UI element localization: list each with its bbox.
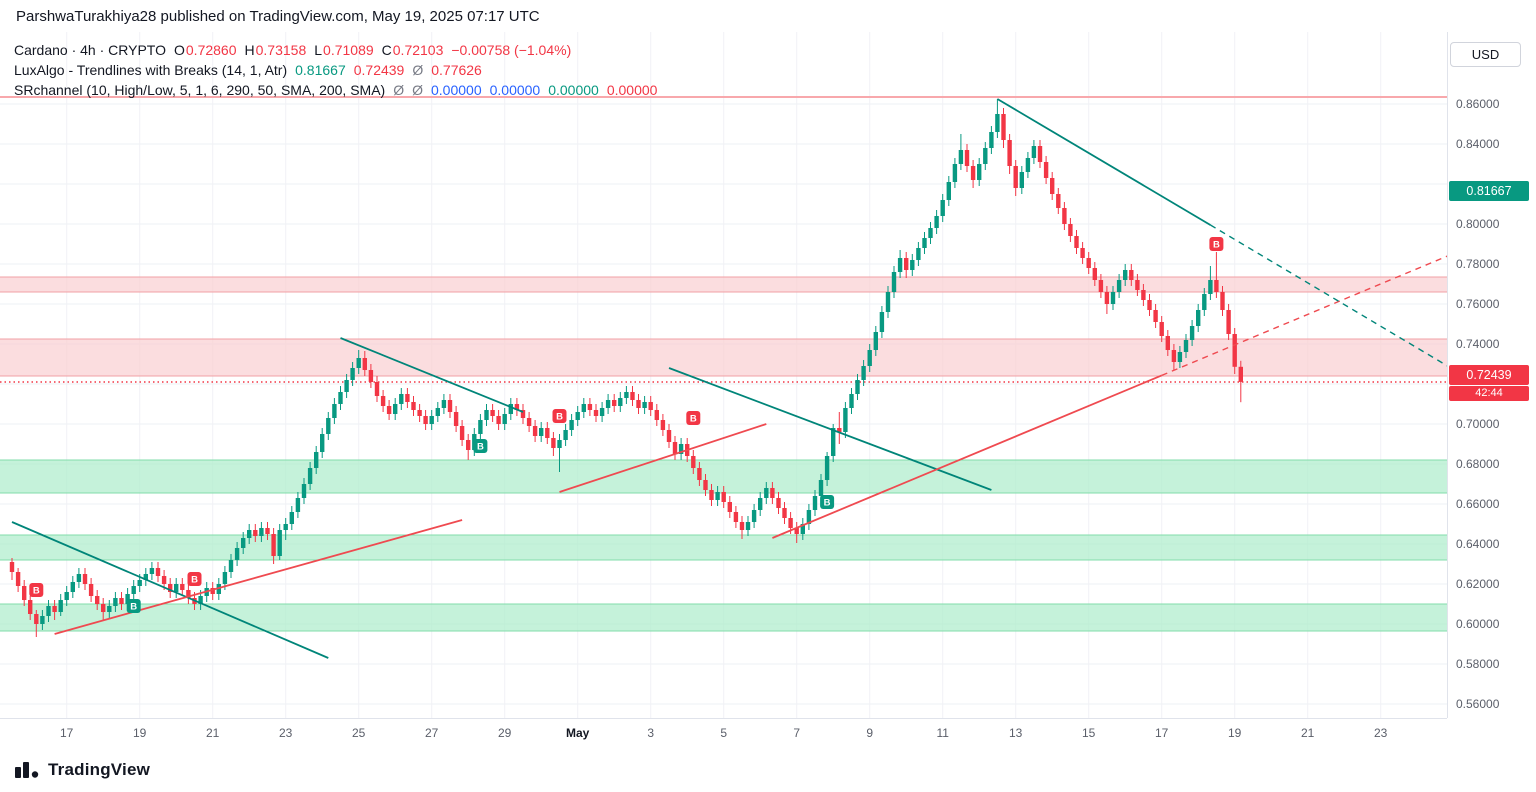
- publish-info-text: ParshwaTurakhiya28 published on TradingV…: [16, 7, 540, 25]
- footer: TradingView: [0, 748, 1536, 792]
- tradingview-logo-icon[interactable]: [15, 762, 39, 778]
- price-tick-label: 0.66000: [1456, 497, 1500, 511]
- break-label-b: [820, 495, 835, 509]
- legend-luxalgo-row: LuxAlgo - Trendlines with Breaks (14, 1,…: [14, 62, 657, 78]
- price-tick-label: 0.80000: [1456, 217, 1500, 231]
- break-label-b: [126, 599, 141, 613]
- open-value: O 0.72860: [174, 42, 237, 58]
- srchannel-value-5: 0.00000: [548, 82, 599, 98]
- time-tick-label: 19: [133, 726, 147, 740]
- time-tick-label: 25: [352, 726, 366, 740]
- time-tick-label: 21: [206, 726, 220, 740]
- publish-header: ParshwaTurakhiya28 published on TradingV…: [0, 0, 1536, 32]
- time-tick-label: 15: [1082, 726, 1096, 740]
- time-tick-label: 29: [498, 726, 512, 740]
- price-tick-label: 0.62000: [1456, 577, 1500, 591]
- break-label-b: [686, 411, 701, 425]
- legend-srchannel-row: SRchannel (10, High/Low, 5, 1, 6, 290, 5…: [14, 82, 657, 98]
- time-tick-label: 9: [866, 726, 874, 740]
- break-label-b: [1209, 237, 1224, 251]
- chart-plot[interactable]: B B B B B B B B: [0, 32, 1448, 718]
- time-tick-label: 17: [1155, 726, 1169, 740]
- svg-text:B: B: [690, 414, 697, 425]
- candles-layer: [9, 99, 1243, 637]
- time-tick-label: 3: [647, 726, 655, 740]
- upper-trendline-badge: 0.81667: [1449, 180, 1529, 201]
- luxalgo-avg-value: 0.77626: [431, 62, 482, 78]
- time-tick-label: 21: [1301, 726, 1315, 740]
- break-label-b: [552, 409, 567, 423]
- time-tick-label: 13: [1009, 726, 1023, 740]
- price-tick-label: 0.78000: [1456, 257, 1500, 271]
- last-price-badge: 0.72439: [1449, 365, 1529, 386]
- luxalgo-upper-value: 0.81667: [295, 62, 346, 78]
- symbol-title[interactable]: Cardano · 4h · CRYPTO: [14, 42, 166, 58]
- time-tick-label: 23: [279, 726, 293, 740]
- time-tick-label: 5: [720, 726, 728, 740]
- change-value: −0.00758 (−1.04%): [451, 42, 572, 58]
- close-value: C 0.72103: [381, 42, 444, 58]
- srchannel-value-4: 0.00000: [489, 82, 541, 98]
- price-tick-label: 0.58000: [1456, 657, 1500, 671]
- time-tick-label: 17: [60, 726, 74, 740]
- svg-text:B: B: [477, 442, 484, 453]
- svg-text:B: B: [191, 575, 198, 586]
- time-axis[interactable]: 17 19 21 23 25 27 29 May 3 5 7 9 11 13 15 17 19 21 23: [0, 718, 1447, 748]
- srchannel-value-6: 0.00000: [606, 82, 658, 98]
- svg-text:B: B: [130, 602, 137, 613]
- time-tick-label: 27: [425, 726, 439, 740]
- time-tick-label: May: [566, 726, 590, 740]
- trendlines-layer: [11, 98, 1448, 659]
- time-tick-label: 19: [1228, 726, 1242, 740]
- luxalgo-lower-value: 0.72439: [353, 62, 405, 78]
- svg-text:B: B: [556, 412, 563, 423]
- chart-legend: Cardano · 4h · CRYPTO O 0.72860 H 0.73158 …: [14, 42, 657, 98]
- time-tick-label: 23: [1374, 726, 1388, 740]
- price-tick-label: 0.68000: [1456, 457, 1500, 471]
- price-tick-label: 0.56000: [1456, 697, 1500, 711]
- price-tick-label: 0.70000: [1456, 417, 1500, 431]
- luxalgo-avg-symbol: Ø: [412, 62, 424, 78]
- break-labels-layer: B B B B B B B B: [29, 237, 1224, 613]
- currency-label: USD: [1471, 47, 1500, 62]
- price-tick-label: 0.84000: [1456, 137, 1500, 151]
- time-tick-label: 11: [936, 726, 949, 740]
- price-tick-label: 0.60000: [1456, 617, 1500, 631]
- tradingview-brand[interactable]: TradingView: [48, 760, 151, 779]
- legend-symbol-row: Cardano · 4h · CRYPTO O 0.72860 H 0.73158 …: [14, 42, 657, 58]
- price-axis[interactable]: 0.86000 0.84000 0.80000 0.78000 0.76000 0.740…: [1447, 32, 1536, 718]
- chart-area[interactable]: B B B B B B B B 0.86000 0.84000 0.80000 0.78000 0.7…: [0, 32, 1536, 748]
- break-label-b: [187, 572, 202, 586]
- price-tick-label: 0.74000: [1456, 337, 1500, 351]
- svg-text:B: B: [33, 586, 40, 597]
- high-value: H 0.73158: [244, 42, 307, 58]
- candlestick-chart-svg[interactable]: B B B B B B B B: [0, 32, 1448, 718]
- price-tick-label: 0.86000: [1456, 97, 1500, 111]
- srchannel-value-1: Ø: [393, 82, 405, 98]
- currency-toggle-button[interactable]: USD: [1450, 42, 1521, 67]
- indicator-title-srchannel[interactable]: SRchannel (10, High/Low, 5, 1, 6, 290, 5…: [14, 82, 386, 98]
- price-tick-label: 0.64000: [1456, 537, 1500, 551]
- time-tick-label: 7: [793, 726, 801, 740]
- break-label-b: [473, 439, 488, 453]
- candle-countdown: 42:44: [1449, 386, 1529, 402]
- low-value: L 0.71089: [314, 42, 374, 58]
- srchannel-value-3: 0.00000: [431, 82, 482, 98]
- svg-text:B: B: [1213, 240, 1220, 251]
- price-tick-label: 0.76000: [1456, 297, 1500, 311]
- break-label-b: [29, 583, 44, 597]
- srchannel-value-2: Ø: [412, 82, 423, 98]
- indicator-title-luxalgo[interactable]: LuxAlgo - Trendlines with Breaks (14, 1,…: [14, 62, 288, 78]
- svg-text:B: B: [824, 498, 831, 509]
